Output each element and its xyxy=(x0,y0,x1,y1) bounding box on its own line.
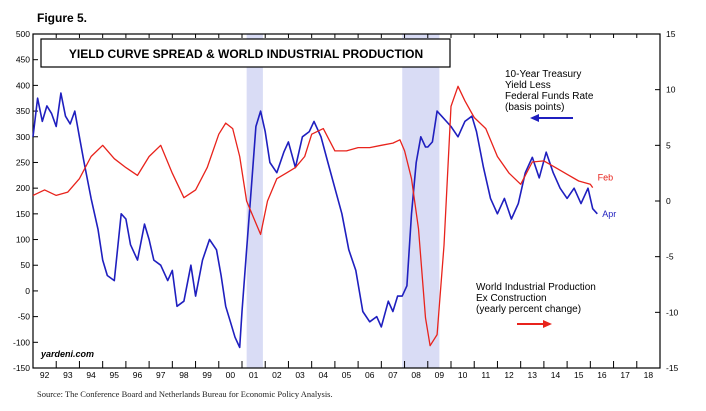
figure-label: Figure 5. xyxy=(37,11,88,25)
plot-frame xyxy=(32,33,661,369)
x-axis-tick-label: 14 xyxy=(551,370,561,380)
x-axis-tick-label: 17 xyxy=(620,370,630,380)
x-axis-tick-label: 97 xyxy=(156,370,166,380)
right-axis-tick-label: 15 xyxy=(666,29,676,39)
left-axis-tick-label: 400 xyxy=(16,80,30,90)
spread-series-line xyxy=(32,92,598,349)
production-legend: World Industrial Production Ex Construct… xyxy=(476,282,596,328)
watermark: yardeni.com xyxy=(40,349,94,359)
right-axis-tick-label: -15 xyxy=(666,363,679,373)
chart-title: YIELD CURVE SPREAD & WORLD INDUSTRIAL PR… xyxy=(69,47,423,61)
production-legend-line: Ex Construction xyxy=(476,293,547,304)
spread-legend-arrowhead xyxy=(530,114,539,122)
left-axis-tick-label: 300 xyxy=(16,132,30,142)
x-axis-tick-label: 92 xyxy=(40,370,50,380)
chart-title-box xyxy=(40,38,451,68)
left-axis-tick-label: 350 xyxy=(16,106,30,116)
x-axis-tick-label: 99 xyxy=(202,370,212,380)
x-axis-tick-label: 95 xyxy=(110,370,120,380)
left-axis-tick-label: 500 xyxy=(16,29,30,39)
left-axis-tick-label: -100 xyxy=(13,337,30,347)
right-axis-tick-label: 0 xyxy=(666,196,671,206)
recession-band xyxy=(246,34,263,368)
production-end-label: Feb xyxy=(598,173,614,183)
x-axis-tick-label: 13 xyxy=(528,370,538,380)
left-axis-tick-label: 150 xyxy=(16,209,30,219)
spread-legend-line: Federal Funds Rate xyxy=(505,91,594,102)
x-axis-tick-label: 18 xyxy=(644,370,654,380)
left-axis-tick-label: 100 xyxy=(16,235,30,245)
left-axis-tick-label: -150 xyxy=(13,363,30,373)
x-axis-tick-label: 00 xyxy=(226,370,236,380)
x-axis-tick-label: 15 xyxy=(574,370,584,380)
production-series-line xyxy=(32,85,594,347)
x-axis-tick-label: 09 xyxy=(435,370,445,380)
left-axis-tick-label: 450 xyxy=(16,55,30,65)
right-axis-tick-label: -5 xyxy=(666,252,674,262)
spread-legend-line: 10-Year Treasury xyxy=(505,69,581,80)
production-legend-arrowhead xyxy=(543,320,552,328)
source-note: Source: The Conference Board and Netherl… xyxy=(37,389,333,399)
x-axis-tick-label: 05 xyxy=(342,370,352,380)
x-axis-tick-label: 08 xyxy=(411,370,421,380)
x-axis-tick-label: 07 xyxy=(388,370,398,380)
x-axis-tick-label: 06 xyxy=(365,370,375,380)
x-axis-tick-label: 11 xyxy=(481,370,490,380)
left-axis-tick-label: -50 xyxy=(18,312,31,322)
x-axis-tick-label: 10 xyxy=(458,370,468,380)
x-axis-tick-label: 96 xyxy=(133,370,143,380)
left-axis-tick-label: 250 xyxy=(16,157,30,167)
x-axis-tick-label: 02 xyxy=(272,370,282,380)
recession-band xyxy=(402,34,440,368)
spread-end-label: Apr xyxy=(602,209,616,219)
x-axis-tick-label: 01 xyxy=(249,370,259,380)
spread-legend-line: Yield Less xyxy=(505,80,551,91)
left-axis-tick-label: 0 xyxy=(25,286,30,296)
x-axis-tick-label: 94 xyxy=(86,370,96,380)
x-axis-tick-label: 03 xyxy=(295,370,305,380)
spread-legend-line: (basis points) xyxy=(505,102,564,113)
x-axis-tick-label: 04 xyxy=(319,370,329,380)
right-axis-tick-label: 5 xyxy=(666,140,671,150)
x-axis-tick-label: 93 xyxy=(63,370,73,380)
x-axis-tick-label: 12 xyxy=(504,370,514,380)
right-axis-tick-label: -10 xyxy=(666,307,679,317)
spread-legend: 10-Year Treasury Yield Less Federal Fund… xyxy=(505,69,594,122)
production-legend-line: World Industrial Production xyxy=(476,282,596,293)
production-legend-line: (yearly percent change) xyxy=(476,304,581,315)
left-axis-tick-label: 200 xyxy=(16,183,30,193)
x-axis-tick-label: 16 xyxy=(597,370,607,380)
left-axis-tick-label: 50 xyxy=(21,260,31,270)
right-axis-tick-label: 10 xyxy=(666,85,676,95)
x-axis-tick-label: 98 xyxy=(179,370,189,380)
